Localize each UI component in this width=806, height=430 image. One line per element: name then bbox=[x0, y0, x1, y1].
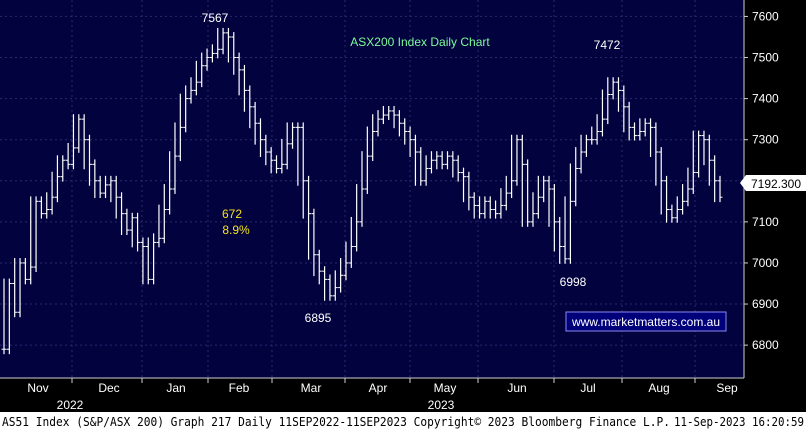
annotation-low-mar: 6895 bbox=[305, 311, 332, 325]
x-tick-label-month: May bbox=[434, 381, 457, 395]
last-value-label: 7192.300 bbox=[751, 177, 801, 191]
grid-lines bbox=[0, 0, 744, 378]
y-tick-label: 6800 bbox=[752, 338, 779, 352]
y-tick-label: 7100 bbox=[752, 215, 779, 229]
footer-timestamp: 11-Sep-2023 16:20:59 bbox=[674, 415, 804, 429]
annotation-high-left: 7567 bbox=[202, 11, 229, 25]
x-tick-label-month: Jun bbox=[507, 381, 526, 395]
x-axis: Nov Dec Jan Feb Mar Apr May Jun Jul Aug Sep 2022 202… bbox=[27, 378, 738, 412]
y-tick-label: 7400 bbox=[752, 92, 779, 106]
last-value-box bbox=[746, 175, 806, 191]
x-tick-label-month: Jul bbox=[580, 381, 595, 395]
y-tick-label: 7300 bbox=[752, 133, 779, 147]
x-tick-label-month: Dec bbox=[98, 381, 119, 395]
x-tick-label-year: 2023 bbox=[428, 398, 455, 412]
price-series bbox=[1, 27, 723, 355]
x-tick-label-month: Sep bbox=[716, 381, 738, 395]
x-tick-label-month: Aug bbox=[648, 381, 669, 395]
website-box bbox=[565, 311, 727, 332]
x-tick-label-month: Feb bbox=[229, 381, 250, 395]
footer-bar bbox=[0, 412, 806, 430]
x-tick-label-year: 2022 bbox=[57, 398, 84, 412]
annotation-low-jul: 6998 bbox=[560, 275, 587, 289]
y-tick-label: 7000 bbox=[752, 256, 779, 270]
footer-left-text: AS51 Index (S&P/ASX 200) Graph 217 Daily… bbox=[2, 415, 670, 429]
website-link[interactable]: www.marketmatters.com.au bbox=[571, 315, 720, 329]
annotation-high-right: 7472 bbox=[594, 38, 621, 52]
x-tick-label-month: Nov bbox=[27, 381, 48, 395]
y-tick-label: 7500 bbox=[752, 51, 779, 65]
annotation-gain-points: 672 bbox=[222, 207, 242, 221]
x-tick-label-month: Mar bbox=[301, 381, 322, 395]
y-tick-label: 7600 bbox=[752, 9, 779, 23]
chart-title: ASX200 Index Daily Chart bbox=[350, 35, 490, 49]
x-tick-label-month: Jan bbox=[166, 381, 185, 395]
last-value-pointer bbox=[740, 175, 746, 191]
y-tick-label: 6900 bbox=[752, 297, 779, 311]
annotation-gain-pct: 8.9% bbox=[222, 223, 250, 237]
x-tick-label-month: Apr bbox=[369, 381, 388, 395]
